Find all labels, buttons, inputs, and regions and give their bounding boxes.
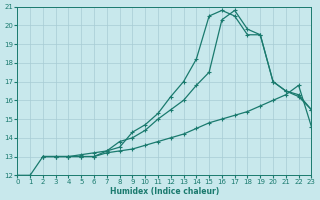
X-axis label: Humidex (Indice chaleur): Humidex (Indice chaleur) [110,187,219,196]
